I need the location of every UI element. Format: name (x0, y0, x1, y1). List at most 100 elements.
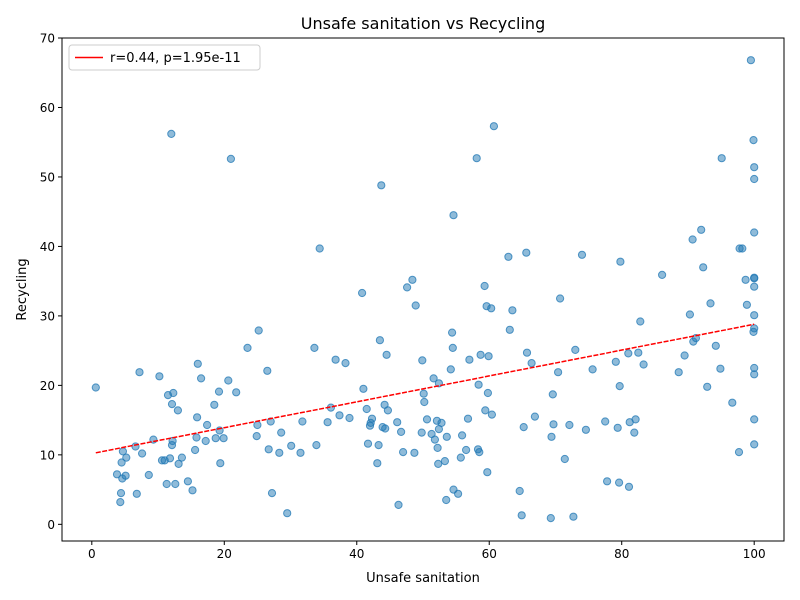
data-point (375, 336, 384, 345)
data-point (685, 310, 695, 319)
data-point (422, 415, 432, 424)
data-point (122, 453, 131, 462)
data-point (162, 479, 171, 489)
plot-area (61, 37, 785, 542)
data-point (216, 459, 225, 468)
data-point (636, 317, 645, 326)
data-point (456, 453, 465, 462)
data-point (117, 458, 126, 467)
data-point (418, 356, 427, 365)
data-point (750, 311, 759, 320)
data-point (483, 388, 492, 398)
data-point (472, 154, 481, 163)
data-point (483, 468, 492, 477)
data-point (132, 489, 141, 498)
data-point (519, 423, 528, 432)
data-point (263, 366, 272, 375)
data-point (454, 489, 463, 498)
data-point (615, 382, 624, 391)
data-point (296, 448, 305, 457)
plot-frame (61, 37, 785, 542)
data-point (315, 244, 324, 253)
data-point (121, 471, 130, 480)
data-point (546, 514, 555, 523)
data-point (750, 273, 759, 282)
data-point (462, 445, 471, 455)
data-point (697, 225, 706, 234)
data-point (323, 418, 332, 427)
data-point (420, 397, 429, 407)
data-point (345, 413, 354, 423)
data-point (394, 500, 403, 509)
data-point (173, 406, 182, 415)
data-point (750, 228, 759, 237)
data-point (363, 439, 373, 448)
data-point (639, 360, 648, 369)
data-point (403, 283, 412, 292)
data-point (331, 355, 340, 364)
data-point (549, 420, 558, 429)
data-point (210, 400, 219, 409)
data-point (165, 454, 175, 463)
data-point (275, 448, 284, 457)
y-axis-label: Recycling (15, 258, 30, 320)
data-point (613, 423, 622, 432)
data-point (91, 383, 100, 392)
x-tick-label: 40 (349, 547, 364, 561)
data-point (419, 389, 428, 398)
y-tick-label: 30 (40, 309, 55, 323)
y-tick-label: 40 (40, 240, 55, 254)
data-point (630, 428, 639, 437)
x-axis-label: Unsafe sanitation (366, 571, 480, 586)
data-point (631, 415, 640, 424)
data-point (475, 448, 484, 457)
data-point (476, 350, 485, 359)
data-point (706, 299, 715, 308)
data-point (577, 250, 587, 259)
data-point (717, 154, 726, 163)
data-point (742, 300, 752, 309)
data-point (430, 435, 439, 444)
data-point (252, 432, 261, 441)
data-point (253, 420, 262, 430)
fit-line-layer (95, 323, 755, 454)
data-point (634, 348, 643, 357)
data-point (750, 282, 759, 291)
data-point (741, 275, 750, 284)
y-tick-label: 10 (40, 448, 55, 462)
data-point (749, 136, 758, 145)
data-point (530, 412, 540, 421)
data-point (522, 348, 532, 357)
data-point (556, 294, 565, 303)
data-point (738, 244, 747, 253)
y-tick-label: 20 (40, 379, 55, 393)
x-tick-label: 0 (88, 547, 96, 561)
data-point (448, 328, 457, 337)
data-point (267, 489, 277, 498)
data-point (716, 364, 725, 373)
data-point (481, 406, 490, 415)
data-point (487, 410, 496, 419)
data-point (434, 459, 443, 468)
data-point (611, 357, 620, 366)
data-point (408, 275, 417, 284)
x-tick-label: 80 (614, 547, 629, 561)
data-point (446, 365, 455, 374)
data-point (201, 436, 210, 446)
data-point (711, 341, 720, 350)
data-point (517, 511, 526, 520)
data-point (287, 441, 296, 450)
data-point (383, 406, 392, 415)
data-point (448, 343, 457, 352)
data-point (515, 486, 524, 496)
data-point (674, 368, 683, 377)
data-point (728, 398, 737, 407)
data-point (211, 434, 220, 443)
data-point (358, 288, 367, 298)
data-point (116, 489, 126, 498)
data-point (191, 445, 200, 455)
data-point (232, 388, 241, 397)
data-point (381, 424, 390, 433)
y-tick-label: 60 (40, 101, 55, 115)
